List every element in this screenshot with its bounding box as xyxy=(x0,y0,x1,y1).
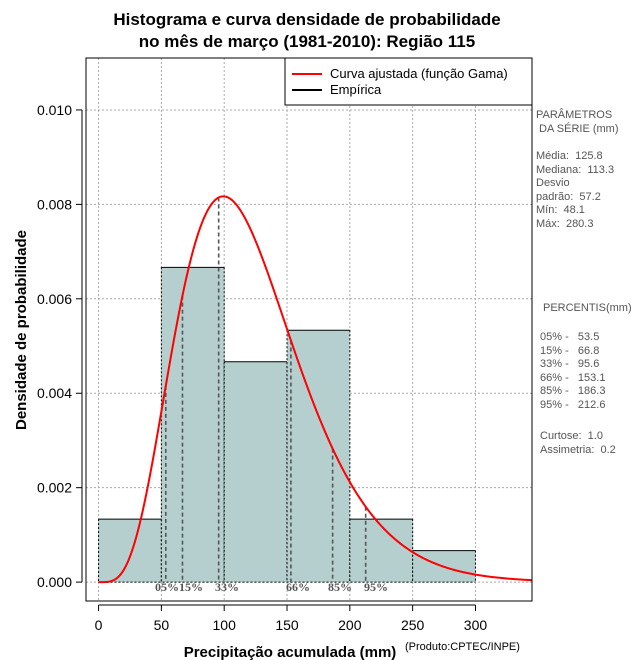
percentis-title: PERCENTIS(mm) xyxy=(543,302,632,314)
gamma-curve-layer xyxy=(98,195,533,584)
percentile-label: 85% xyxy=(328,580,352,594)
x-tick-label: 150 xyxy=(275,617,299,633)
y-tick-label: 0.002 xyxy=(37,480,72,496)
histogram-bar xyxy=(349,519,413,583)
y-tick-label: 0.000 xyxy=(37,574,72,590)
x-axis-title: Precipitação acumulada (mm) xyxy=(184,644,397,660)
percentile-label: 15% xyxy=(179,580,203,594)
histogram-bars xyxy=(98,266,476,583)
y-axis-title: Densidade de probabilidade xyxy=(13,230,30,430)
x-tick-label: 0 xyxy=(95,617,103,633)
x-tick-label: 50 xyxy=(154,617,170,633)
percentile-label: 05% xyxy=(155,580,179,594)
histogram-bar xyxy=(287,330,350,583)
chart-title-line1: Histograma e curva densidade de probabil… xyxy=(113,10,500,29)
histogram-bar xyxy=(224,361,288,583)
legend-box xyxy=(284,57,533,106)
histogram-bar xyxy=(161,267,225,583)
x-tick-label: 250 xyxy=(401,617,425,633)
shape-stats: Curtose: 1.0 Assimetria: 0.2 xyxy=(540,430,616,456)
gamma-curve xyxy=(98,195,533,584)
params-title: PARÂMETROS DA SÉRIE (mm) xyxy=(536,109,619,135)
x-tick-label: 100 xyxy=(213,617,237,633)
percentile-label: 33% xyxy=(215,580,239,594)
chart-title-line2: no mês de março (1981-2010): Região 115 xyxy=(139,32,475,51)
percentile-label: 66% xyxy=(286,580,310,594)
y-tick-label: 0.004 xyxy=(37,385,72,401)
x-tick-label: 300 xyxy=(464,617,488,633)
y-tick-label: 0.006 xyxy=(37,291,72,307)
percentis-values: 05% - 53.5 15% - 66.8 33% - 95.6 66% - 1… xyxy=(540,331,606,411)
legend-label-curve: Curva ajustada (função Gama) xyxy=(330,66,508,81)
percentile-lines: 05% 15% 33% 66% 85% 95% xyxy=(155,197,388,594)
legend-label-empirica: Empírica xyxy=(330,82,382,97)
percentile-label: 95% xyxy=(364,580,388,594)
y-tick-label: 0.008 xyxy=(37,196,72,212)
params-values: Média: 125.8 Mediana: 113.3 Desvio padrã… xyxy=(536,150,615,230)
legend: Curva ajustada (função Gama) Empírica xyxy=(284,57,533,106)
y-tick-label: 0.010 xyxy=(37,102,72,118)
histogram-bar xyxy=(98,519,162,583)
x-tick-label: 200 xyxy=(338,617,362,633)
axes: 0 50 100 150 200 250 300 0.000 0.002 0.004 0.006 0.… xyxy=(37,102,487,633)
credit-text: (Produto:CPTEC/INPE) xyxy=(405,641,520,653)
